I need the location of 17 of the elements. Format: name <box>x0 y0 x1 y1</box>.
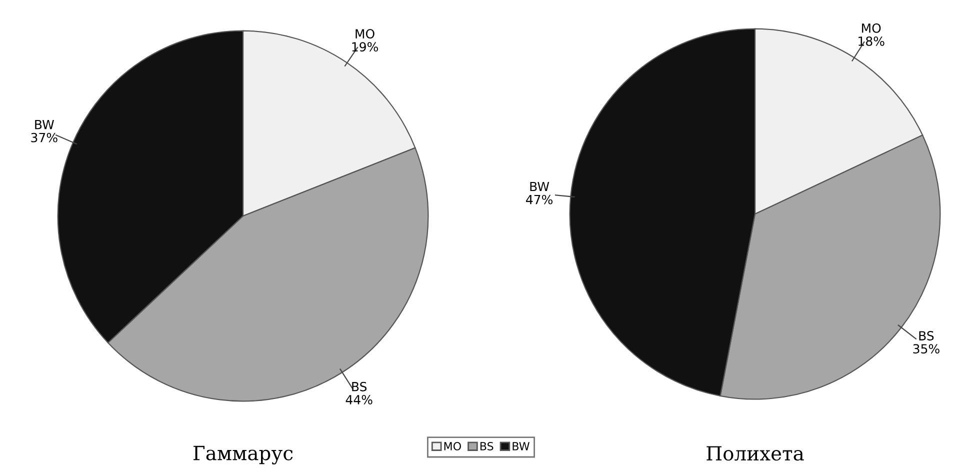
legend-label: MO <box>444 442 461 450</box>
data-label: 47% <box>526 194 552 204</box>
text: Полихета <box>706 446 804 461</box>
slice-label: BW <box>35 120 54 130</box>
legend-label: BS <box>480 442 494 450</box>
slice-label: BS <box>352 382 367 392</box>
slice-label: BW <box>530 182 550 192</box>
data-label: 18% <box>858 36 884 46</box>
slice-label: BS <box>919 331 934 340</box>
data-label: 37% <box>31 132 58 142</box>
slice-label: MO <box>862 23 881 33</box>
text: Гаммарус <box>194 446 293 464</box>
data-label: 35% <box>913 344 940 354</box>
data-label: 19% <box>352 42 378 52</box>
slice-label: MO <box>356 29 374 38</box>
legend-label: BW <box>512 442 530 450</box>
data-label: 44% <box>346 394 372 404</box>
